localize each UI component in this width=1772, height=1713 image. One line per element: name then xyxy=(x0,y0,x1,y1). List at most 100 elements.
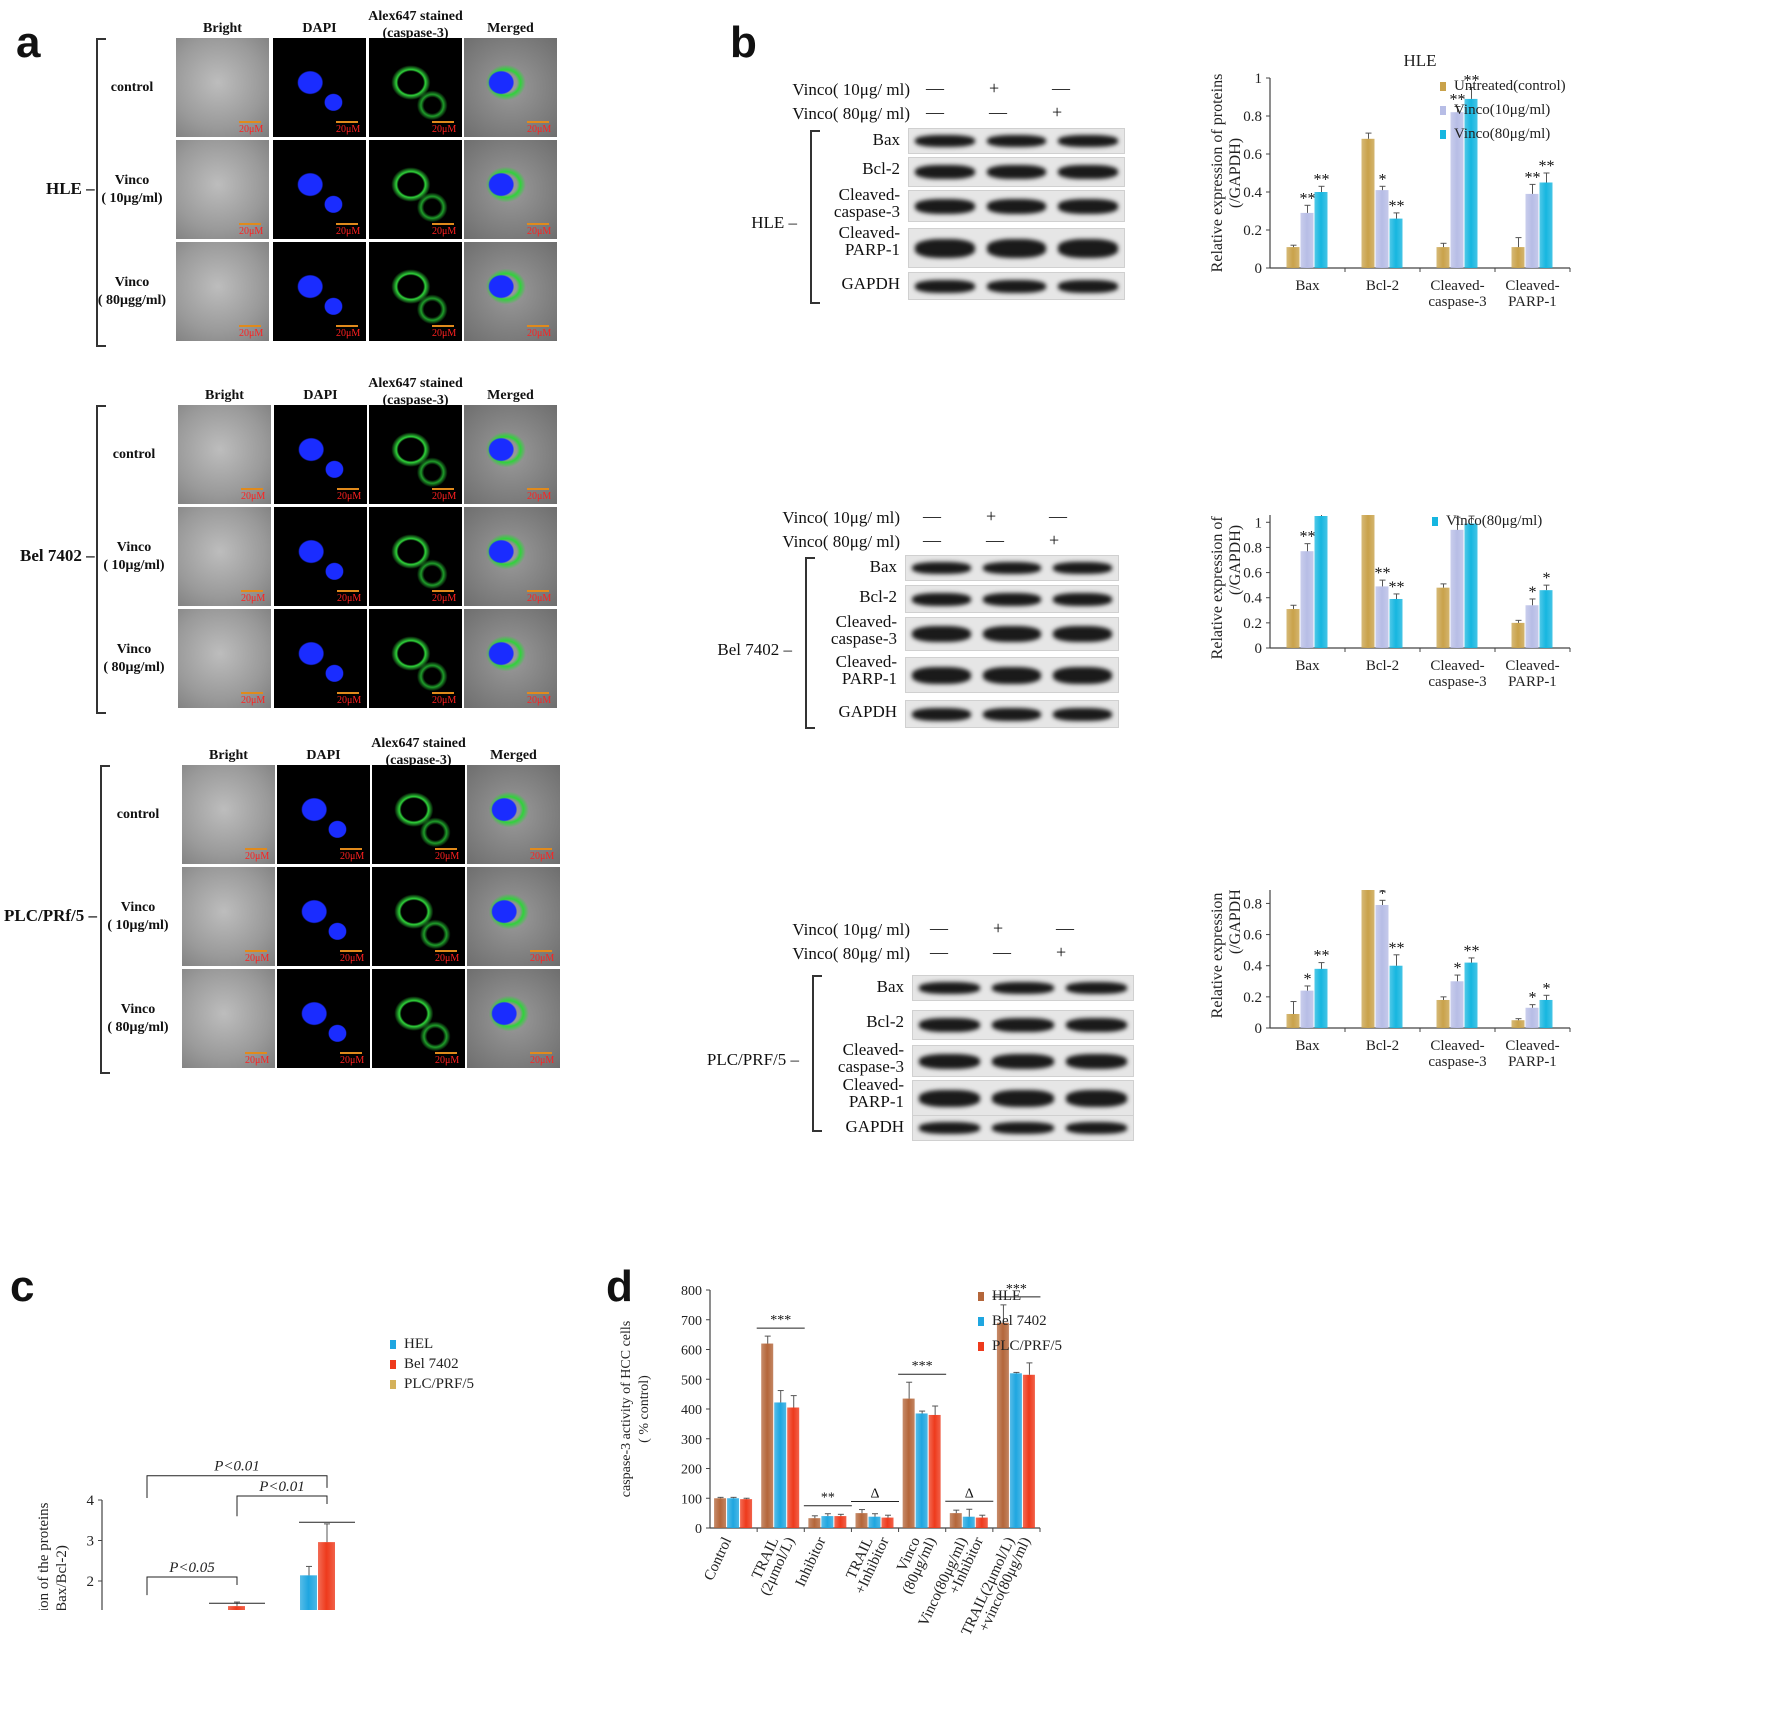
y-axis-label: Relative expression of proteins xyxy=(1209,890,1226,1018)
legend-label: PLC/PRF/5 xyxy=(992,1338,1062,1354)
treatment-sign: — xyxy=(1052,78,1070,98)
blot-band xyxy=(1065,982,1127,994)
column-header: Merged xyxy=(490,748,537,763)
y-axis-label: caspase-3 activity of HCC cells xyxy=(620,1321,634,1498)
dapi-image xyxy=(273,140,366,239)
treatment-sign: — xyxy=(923,530,941,550)
blot-band xyxy=(1058,135,1118,147)
y-tick-label: 0.6 xyxy=(1243,566,1262,582)
blot-cell-line: HLE – xyxy=(751,213,797,232)
y-tick-label: 0 xyxy=(1255,641,1263,657)
bar xyxy=(1436,247,1450,268)
y-axis-label: Expression of the proteins xyxy=(36,1502,52,1610)
column-header: Alex647 stained (caspase-3) xyxy=(368,9,463,41)
scale-bar xyxy=(527,223,549,225)
significance-mark: * xyxy=(1529,990,1537,1007)
scale-label: 20μM xyxy=(245,1055,270,1066)
significance-mark: *** xyxy=(912,1359,933,1374)
scale-bar xyxy=(432,325,454,327)
protein-label: GAPDH xyxy=(838,702,897,721)
legend-swatch xyxy=(978,1292,984,1301)
x-tick-label: Inhibitor xyxy=(793,1535,830,1589)
blot-strip xyxy=(905,555,1119,581)
treatment-sign: — xyxy=(986,530,1004,550)
scale-bar xyxy=(432,692,454,694)
x-tick-label: PARP-1 xyxy=(1508,674,1557,690)
bar xyxy=(1375,904,1389,1028)
scale-label: 20μM xyxy=(530,1055,555,1066)
scale-bar xyxy=(435,950,457,952)
blot-band xyxy=(986,135,1047,147)
treatment-sign: — xyxy=(926,78,944,98)
scale-label: 20μM xyxy=(340,1055,365,1066)
significance-mark: ΔΔ xyxy=(1007,1280,1025,1284)
significance-mark: ** xyxy=(1300,190,1316,207)
panel-letter-b: b xyxy=(730,18,757,67)
legend-swatch xyxy=(1440,130,1446,139)
y-tick-label: 300 xyxy=(681,1433,702,1448)
panel-letter-a: a xyxy=(16,18,41,67)
column-header: DAPI xyxy=(306,748,341,763)
legend-label: Untreated(control) xyxy=(1454,78,1566,94)
bar xyxy=(1464,98,1478,269)
blot-cell-line: PLC/PRF/5 – xyxy=(706,1050,799,1069)
bar xyxy=(928,1414,941,1528)
x-tick-label: Bax xyxy=(1295,278,1320,294)
scale-bar xyxy=(432,121,454,123)
merged-image xyxy=(467,765,560,864)
caspase3-image xyxy=(372,765,465,864)
blot-band xyxy=(912,626,971,642)
p-value-label: P<0.01 xyxy=(258,1479,305,1495)
scale-bar xyxy=(239,325,261,327)
legend-label: Vinco(10μg/ml) xyxy=(1454,102,1550,118)
significance-mark: ** xyxy=(1450,515,1466,519)
treatment-sign: — xyxy=(989,102,1007,122)
y-tick-label: 2 xyxy=(87,1574,95,1590)
bar xyxy=(1539,590,1553,648)
treatment-label: Vinco( 10μg/ ml) xyxy=(792,80,910,99)
scale-bar xyxy=(241,692,263,694)
group-bracket xyxy=(100,765,110,1074)
treatment-sign: — xyxy=(926,102,944,122)
blot-band xyxy=(912,592,971,606)
blot-band xyxy=(986,165,1047,179)
scale-bar xyxy=(241,488,263,490)
bar xyxy=(808,1518,821,1528)
scale-label: 20μM xyxy=(340,953,365,964)
row-label: Vinco ( 10μg/ml) xyxy=(101,172,163,206)
scale-bar xyxy=(337,488,359,490)
scale-label: 20μM xyxy=(239,328,264,339)
blot-strip xyxy=(912,1010,1134,1040)
protein-label: Cleaved- PARP-1 xyxy=(842,1075,904,1111)
blot-strip xyxy=(908,190,1125,222)
significance-mark: ** xyxy=(1450,92,1466,109)
y-tick-label: 0.4 xyxy=(1243,591,1262,607)
bar xyxy=(1022,1374,1035,1528)
blot-band xyxy=(982,592,1042,606)
blot-band xyxy=(1065,1018,1127,1032)
column-header: Merged xyxy=(487,388,534,403)
blot-cell-line: Bel 7402 – xyxy=(717,640,792,659)
treatment-label: Vinco( 10μg/ ml) xyxy=(782,508,900,527)
significance-mark: ** xyxy=(1464,515,1480,518)
scale-bar xyxy=(245,1052,267,1054)
blot-band xyxy=(1053,707,1112,721)
y-tick-label: 0 xyxy=(1255,261,1263,277)
scale-label: 20μM xyxy=(241,491,266,502)
blot-band xyxy=(992,982,1054,994)
treatment-sign: — xyxy=(1049,506,1067,526)
bar xyxy=(787,1407,800,1528)
scale-label: 20μM xyxy=(241,593,266,604)
row-label: control xyxy=(112,446,156,462)
bar xyxy=(1286,247,1300,268)
blot-band xyxy=(915,279,975,293)
bar xyxy=(727,1498,740,1528)
x-tick-label: caspase-3 xyxy=(1428,674,1486,690)
bar xyxy=(1511,622,1525,648)
blot-band xyxy=(992,1053,1054,1069)
chart-caspase3-activity: 0 100 200 300 400 500 600 700 800 caspase-3 activ… xyxy=(620,1280,1062,1638)
y-tick-label: 4 xyxy=(87,1493,95,1509)
blot-band xyxy=(915,135,975,147)
y-tick-label: 0.4 xyxy=(1243,185,1262,201)
scale-label: 20μM xyxy=(432,695,457,706)
